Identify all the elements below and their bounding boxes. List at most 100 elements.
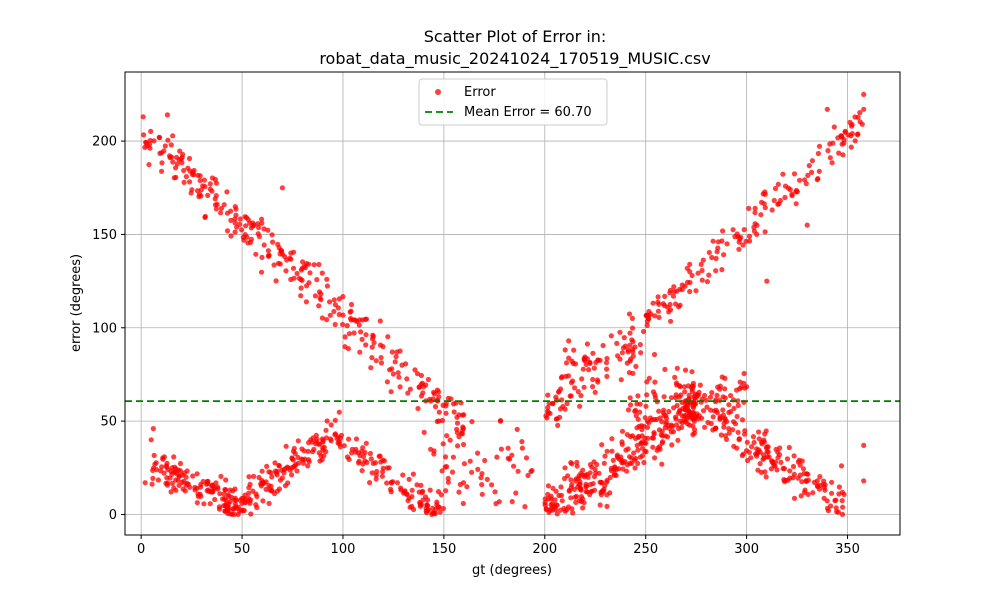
plot-frame — [124, 71, 901, 536]
data-point — [372, 460, 379, 466]
data-point — [848, 144, 854, 150]
data-point — [644, 379, 650, 385]
data-point — [155, 477, 161, 483]
data-point — [661, 407, 667, 413]
data-point — [663, 415, 670, 421]
data-point — [394, 349, 400, 355]
y-tick-label: 150 — [92, 228, 117, 243]
data-point — [409, 487, 415, 493]
data-point — [376, 453, 382, 459]
data-point — [198, 493, 204, 499]
data-point — [602, 453, 608, 459]
data-point — [840, 504, 846, 510]
data-point — [700, 408, 707, 414]
data-point — [519, 439, 525, 445]
data-point — [721, 424, 727, 430]
data-point — [384, 480, 390, 486]
data-point — [617, 329, 623, 335]
data-point — [762, 205, 768, 211]
data-point — [407, 386, 413, 392]
data-point — [550, 400, 556, 407]
data-point — [635, 447, 641, 453]
data-point — [563, 360, 570, 366]
data-point — [790, 475, 796, 481]
data-point — [403, 361, 409, 367]
data-point — [580, 366, 586, 372]
data-point — [514, 426, 520, 432]
data-point — [740, 451, 747, 457]
data-point — [596, 470, 602, 476]
data-point — [659, 440, 665, 446]
data-point — [604, 373, 610, 379]
data-point — [232, 229, 238, 235]
data-point — [381, 458, 387, 464]
data-point — [198, 187, 204, 193]
data-point — [649, 417, 655, 423]
data-point — [689, 386, 695, 392]
data-point — [639, 453, 646, 459]
data-point — [671, 405, 677, 411]
data-point — [253, 502, 259, 508]
data-point — [690, 432, 696, 438]
data-point — [829, 490, 835, 496]
data-point — [731, 443, 737, 449]
data-point — [604, 477, 610, 483]
data-point — [756, 436, 762, 442]
data-point — [187, 179, 193, 185]
data-point — [607, 490, 613, 496]
data-point — [158, 468, 164, 474]
data-point — [368, 365, 374, 371]
data-point — [650, 444, 656, 450]
data-point — [311, 262, 317, 268]
data-point — [791, 171, 798, 177]
data-point — [737, 379, 743, 385]
data-point — [300, 457, 306, 463]
data-point — [142, 144, 148, 150]
data-point — [290, 265, 297, 271]
data-point — [668, 318, 674, 324]
data-point — [661, 302, 668, 309]
data-point — [378, 355, 384, 361]
data-point — [604, 355, 610, 362]
data-point — [852, 138, 858, 144]
data-point — [584, 341, 591, 347]
data-point — [699, 277, 705, 283]
data-point — [775, 449, 781, 455]
data-point — [460, 480, 467, 486]
data-point — [825, 148, 831, 154]
data-point — [211, 486, 217, 492]
data-point — [645, 424, 651, 430]
data-point — [295, 454, 301, 460]
data-point — [247, 481, 253, 487]
data-point — [761, 201, 767, 207]
data-point — [171, 485, 177, 491]
data-point — [324, 317, 330, 323]
data-point — [147, 145, 153, 151]
data-point — [572, 361, 579, 367]
data-point — [206, 488, 212, 495]
data-point — [688, 415, 694, 421]
data-point — [562, 465, 568, 471]
data-point — [164, 464, 170, 470]
data-point — [254, 493, 260, 500]
data-point — [373, 472, 379, 478]
data-point — [198, 481, 204, 487]
data-point — [735, 398, 741, 404]
data-point — [827, 155, 833, 161]
data-point — [780, 171, 786, 177]
data-point — [440, 441, 446, 447]
data-point — [390, 371, 396, 377]
data-point — [775, 181, 781, 187]
data-point — [164, 460, 170, 466]
data-point — [150, 467, 156, 473]
data-point — [736, 437, 742, 443]
data-point — [328, 422, 334, 428]
data-point — [726, 430, 732, 436]
data-point — [331, 297, 337, 303]
data-point — [814, 483, 821, 489]
data-point — [627, 402, 634, 408]
data-point — [340, 321, 346, 328]
data-point — [242, 232, 248, 238]
data-point — [732, 234, 738, 240]
